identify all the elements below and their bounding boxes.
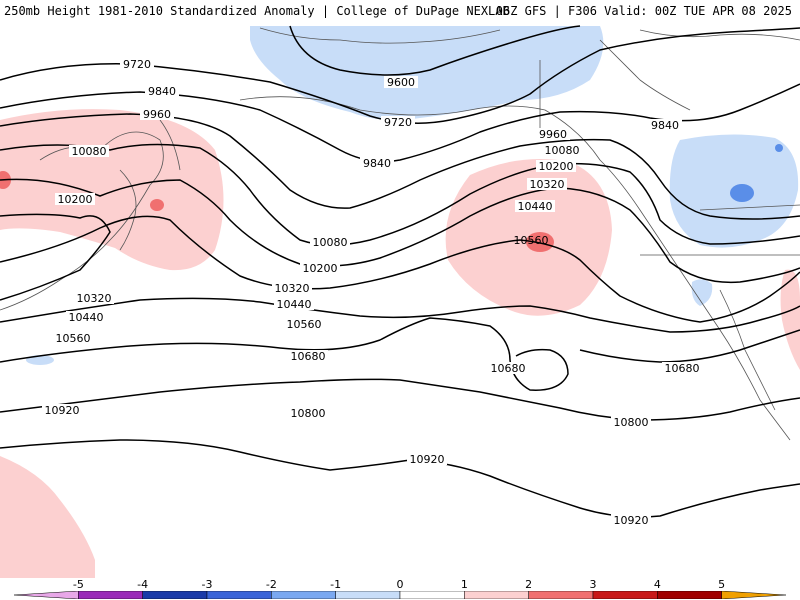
contour-label: 10920 (45, 404, 80, 417)
colorbar-tick-label: 3 (589, 578, 597, 591)
contour-label: 10200 (539, 160, 574, 173)
anomaly-map: 9720 9600 9720 9840 9840 9840 9960 9960 … (0, 22, 800, 578)
negative-anomaly-baja (691, 279, 713, 306)
colorbar-tick-label: -3 (201, 578, 213, 591)
contour-label: 10560 (514, 234, 549, 247)
contour-label: 9960 (539, 128, 567, 141)
positive-anomaly-medium-gulf (526, 232, 554, 252)
contour-label: 9960 (143, 108, 171, 121)
contour-label: 10440 (69, 311, 104, 324)
colorbar-tick-label: 1 (460, 578, 468, 591)
contour-label: 10320 (530, 178, 565, 191)
contour-label: 10080 (72, 145, 107, 158)
contour-label: 9600 (387, 76, 415, 89)
positive-anomaly-medium-japan (150, 199, 164, 211)
colorbar-segment (592, 591, 658, 599)
contour-label: 10920 (614, 514, 649, 527)
contour-label: 10080 (313, 236, 348, 249)
contour-label: 10200 (58, 193, 93, 206)
colorbar-tick-label: -1 (330, 578, 342, 591)
contour-label: 9720 (384, 116, 412, 129)
colorbar-segment (657, 591, 722, 599)
colorbar-tick-label: 0 (396, 578, 404, 591)
colorbar-scale (14, 591, 786, 599)
negative-anomaly-alaska (250, 26, 604, 120)
contour-label: 9840 (363, 157, 391, 170)
colorbar-segment (206, 591, 272, 599)
contour-label-group: 9720 9600 9720 9840 9840 9840 9960 9960 … (42, 58, 702, 527)
contour-label: 9840 (148, 85, 176, 98)
colorbar-segment (721, 591, 786, 599)
contour-label: 9840 (651, 119, 679, 132)
contour-label: 10800 (614, 416, 649, 429)
contour-label: 10800 (291, 407, 326, 420)
colorbar-segment (78, 591, 143, 599)
contour-label: 10920 (410, 453, 445, 466)
colorbar-segment (14, 591, 79, 599)
contour-label: 10680 (291, 350, 326, 363)
colorbar-segment (335, 591, 401, 599)
colorbar-segment (399, 591, 465, 599)
colorbar-tick-label: -2 (265, 578, 277, 591)
contour-label: 10200 (303, 262, 338, 275)
colorbar-segment (271, 591, 336, 599)
positive-anomaly-east-asia (0, 109, 224, 271)
positive-anomaly-mexico (780, 269, 800, 370)
contour-label: 10320 (275, 282, 310, 295)
contour-label: 10080 (545, 144, 580, 157)
title-bar: 250mb Height 1981-2010 Standardized Anom… (0, 0, 800, 22)
contour-label: 10680 (665, 362, 700, 375)
colorbar-tick-label: -4 (137, 578, 149, 591)
colorbar-tick-label: 4 (653, 578, 661, 591)
contour-label: 10320 (77, 292, 112, 305)
contour-label: 10560 (56, 332, 91, 345)
map-svg: 9720 9600 9720 9840 9840 9840 9960 9960 … (0, 25, 800, 578)
colorbar: -5 -4 -3 -2 -1 0 1 2 3 4 5 (0, 578, 800, 600)
contour-label: 10440 (277, 298, 312, 311)
contour-label: 10560 (287, 318, 322, 331)
contour-label: 10440 (518, 200, 553, 213)
negative-anomaly-medium-small (775, 144, 783, 152)
colorbar-tick-label: -5 (72, 578, 84, 591)
map-title: 250mb Height 1981-2010 Standardized Anom… (4, 4, 510, 18)
colorbar-segment (142, 591, 208, 599)
positive-anomaly-southwest (0, 456, 95, 578)
negative-anomaly-medium-west-us (730, 184, 754, 202)
colorbar-tick-label: 2 (525, 578, 533, 591)
model-valid-time: 06Z GFS | F306 Valid: 00Z TUE APR 08 202… (495, 4, 792, 18)
colorbar-tick-label: 5 (718, 578, 726, 591)
colorbar-segment (528, 591, 594, 599)
contour-label: 10680 (491, 362, 526, 375)
colorbar-segment (464, 591, 529, 599)
contour-label: 9720 (123, 58, 151, 71)
